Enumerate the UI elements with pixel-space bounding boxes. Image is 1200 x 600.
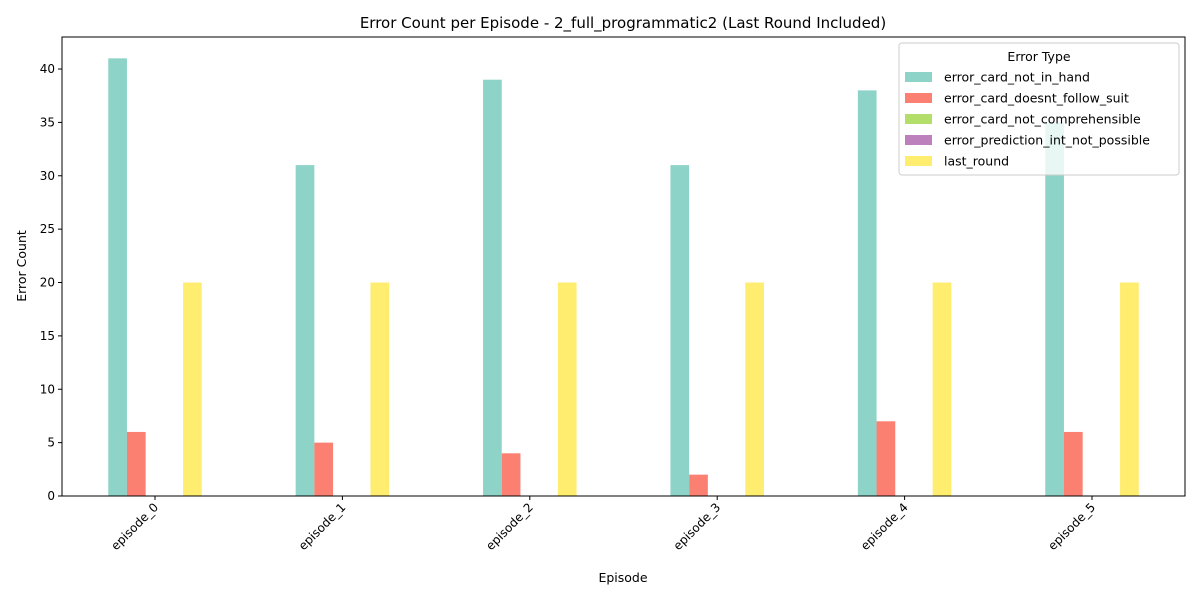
bar-last_round-episode_5 [1120, 282, 1139, 496]
bar-last_round-episode_1 [370, 282, 390, 496]
legend-swatch [905, 72, 932, 82]
bar-error_card_doesnt_follow_suit-episode_3 [689, 474, 708, 496]
bar-error_card_doesnt_follow_suit-episode_2 [501, 453, 521, 496]
legend-frame [898, 42, 1180, 176]
legend-label: error_card_not_in_hand [944, 70, 1090, 85]
x-axis: episode_0 episode_1 episode_2 episode_3 epis… [108, 496, 1098, 553]
x-tick-label: episode_2 [483, 500, 536, 553]
y-tick-label: 10 [40, 382, 55, 396]
bar-error_card_not_in_hand-episode_4 [857, 90, 877, 497]
legend-swatch [905, 114, 932, 124]
legend-label: error_card_doesnt_follow_suit [944, 91, 1129, 106]
x-tick-label: episode_3 [671, 500, 724, 553]
bar-error_card_not_in_hand-episode_0 [108, 58, 127, 496]
legend-swatch [905, 93, 932, 103]
y-tick-label: 0 [47, 489, 55, 503]
y-tick-label: 40 [40, 62, 55, 76]
legend-label: error_card_not_comprehensible [944, 112, 1141, 127]
legend-label: error_prediction_int_not_possible [944, 133, 1150, 148]
y-tick-label: 35 [40, 115, 55, 129]
legend-title: Error Type [1007, 49, 1070, 64]
chart-title: Error Count per Episode - 2_full_program… [360, 14, 886, 33]
bar-last_round-episode_4 [932, 282, 952, 496]
bar-last_round-episode_3 [745, 282, 764, 496]
y-tick-label: 20 [40, 276, 55, 290]
y-tick-label: 30 [40, 169, 55, 183]
bar-error_card_doesnt_follow_suit-episode_1 [314, 442, 334, 496]
x-tick-label: episode_5 [1045, 500, 1098, 553]
x-tick-label: episode_0 [108, 500, 161, 553]
y-tick-label: 25 [40, 222, 55, 236]
bar-error_card_doesnt_follow_suit-episode_0 [126, 431, 146, 496]
y-axis-title: Error Count [14, 230, 29, 302]
bars-layer [108, 58, 1139, 497]
legend-label: last_round [944, 154, 1009, 169]
x-tick-label: episode_1 [296, 500, 349, 553]
y-tick-label: 5 [47, 436, 55, 450]
plot-frame [61, 36, 1186, 497]
bar-error_card_doesnt_follow_suit-episode_4 [876, 421, 896, 496]
bar-error_card_not_in_hand-episode_2 [483, 79, 502, 496]
bar-error_card_not_in_hand-episode_5 [1045, 122, 1064, 497]
bar-error_card_not_in_hand-episode_3 [670, 165, 690, 496]
legend-swatch [905, 135, 932, 145]
legend: Error Type error_card_not_in_hand error_ca… [898, 42, 1180, 176]
bar-error_card_not_in_hand-episode_1 [295, 165, 315, 496]
bar-error_card_doesnt_follow_suit-episode_5 [1063, 431, 1083, 496]
y-axis: 0 5 10 15 20 25 30 35 40 [40, 62, 62, 503]
x-axis-title: Episode [598, 570, 647, 585]
x-tick-label: episode_4 [858, 500, 911, 553]
bar-last_round-episode_0 [183, 282, 202, 496]
bar-last_round-episode_2 [557, 282, 577, 496]
legend-swatch [905, 156, 932, 166]
y-tick-label: 15 [40, 329, 55, 343]
